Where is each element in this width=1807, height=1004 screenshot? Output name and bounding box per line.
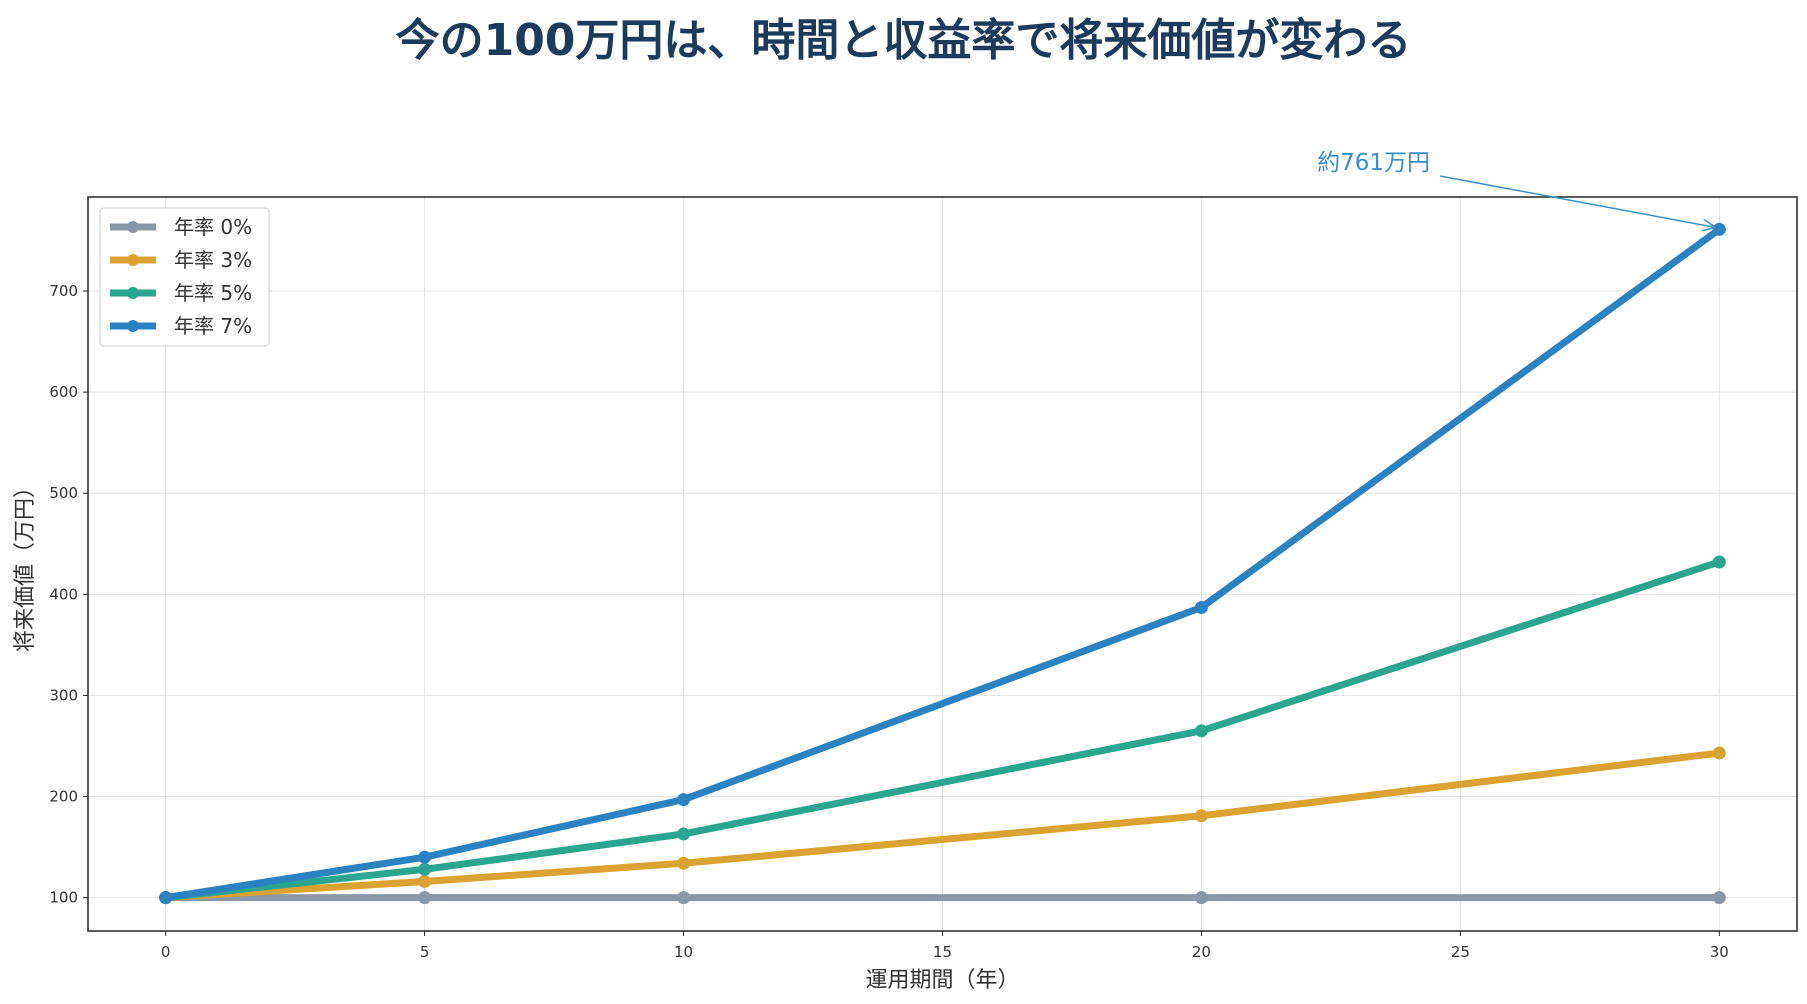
y-tick-label: 200 [49, 788, 78, 806]
data-point [1712, 222, 1726, 236]
legend-marker [127, 287, 139, 299]
legend-item: 年率 3% [110, 248, 252, 272]
legend-label: 年率 7% [174, 314, 252, 338]
legend-marker [127, 221, 139, 233]
data-point [1712, 891, 1726, 905]
annotation-label: 約761万円 [1317, 150, 1430, 176]
series-layer [159, 222, 1726, 905]
data-point [1194, 724, 1208, 738]
data-point [1194, 809, 1208, 823]
x-tick-label: 20 [1192, 943, 1211, 961]
data-point [677, 891, 691, 905]
chart-title: 今の100万円は、時間と収益率で将来価値が変わる [395, 15, 1412, 66]
y-axis: 100 200 300 400 500 600 700 [49, 282, 88, 907]
data-point [159, 891, 173, 905]
legend-marker [127, 254, 139, 266]
data-point [418, 874, 432, 888]
y-tick-label: 100 [49, 889, 78, 907]
x-tick-label: 25 [1451, 943, 1470, 961]
legend-label: 年率 0% [174, 215, 252, 239]
y-tick-label: 400 [49, 585, 78, 603]
legend-label: 年率 3% [174, 248, 252, 272]
x-axis-label: 運用期間（年） [865, 968, 1019, 993]
legend-label: 年率 5% [174, 281, 252, 305]
y-tick-label: 600 [49, 383, 78, 401]
series-3 [159, 222, 1726, 905]
x-tick-label: 0 [161, 943, 171, 961]
legend-box [99, 207, 270, 347]
x-tick-label: 10 [674, 943, 693, 961]
data-point [418, 850, 432, 864]
data-point [1194, 600, 1208, 614]
x-tick-label: 15 [933, 943, 952, 961]
data-point [1194, 891, 1208, 905]
legend-marker [127, 320, 139, 332]
y-tick-label: 700 [49, 282, 78, 300]
data-point [418, 891, 432, 905]
x-tick-label: 30 [1710, 943, 1729, 961]
annotation-arrow [1439, 175, 1715, 227]
x-tick-label: 5 [420, 943, 430, 961]
x-axis: 0 5 10 15 20 25 30 [161, 931, 1729, 961]
data-point [677, 827, 691, 841]
data-point [1712, 555, 1726, 569]
legend-item: 年率 7% [110, 314, 252, 338]
y-tick-label: 300 [49, 686, 78, 704]
grid [88, 197, 1797, 931]
data-point [1712, 746, 1726, 760]
legend-item: 年率 5% [110, 281, 252, 305]
annotation: 約761万円 [1317, 150, 1715, 227]
y-tick-label: 500 [49, 484, 78, 502]
legend-item: 年率 0% [110, 215, 252, 239]
data-point [418, 862, 432, 876]
data-point [677, 856, 691, 870]
data-point [677, 793, 691, 807]
series-1 [159, 746, 1726, 905]
y-axis-label: 将来価値（万円） [13, 476, 38, 652]
legend: 年率 0% 年率 3% 年率 5% 年率 7% [99, 207, 270, 347]
